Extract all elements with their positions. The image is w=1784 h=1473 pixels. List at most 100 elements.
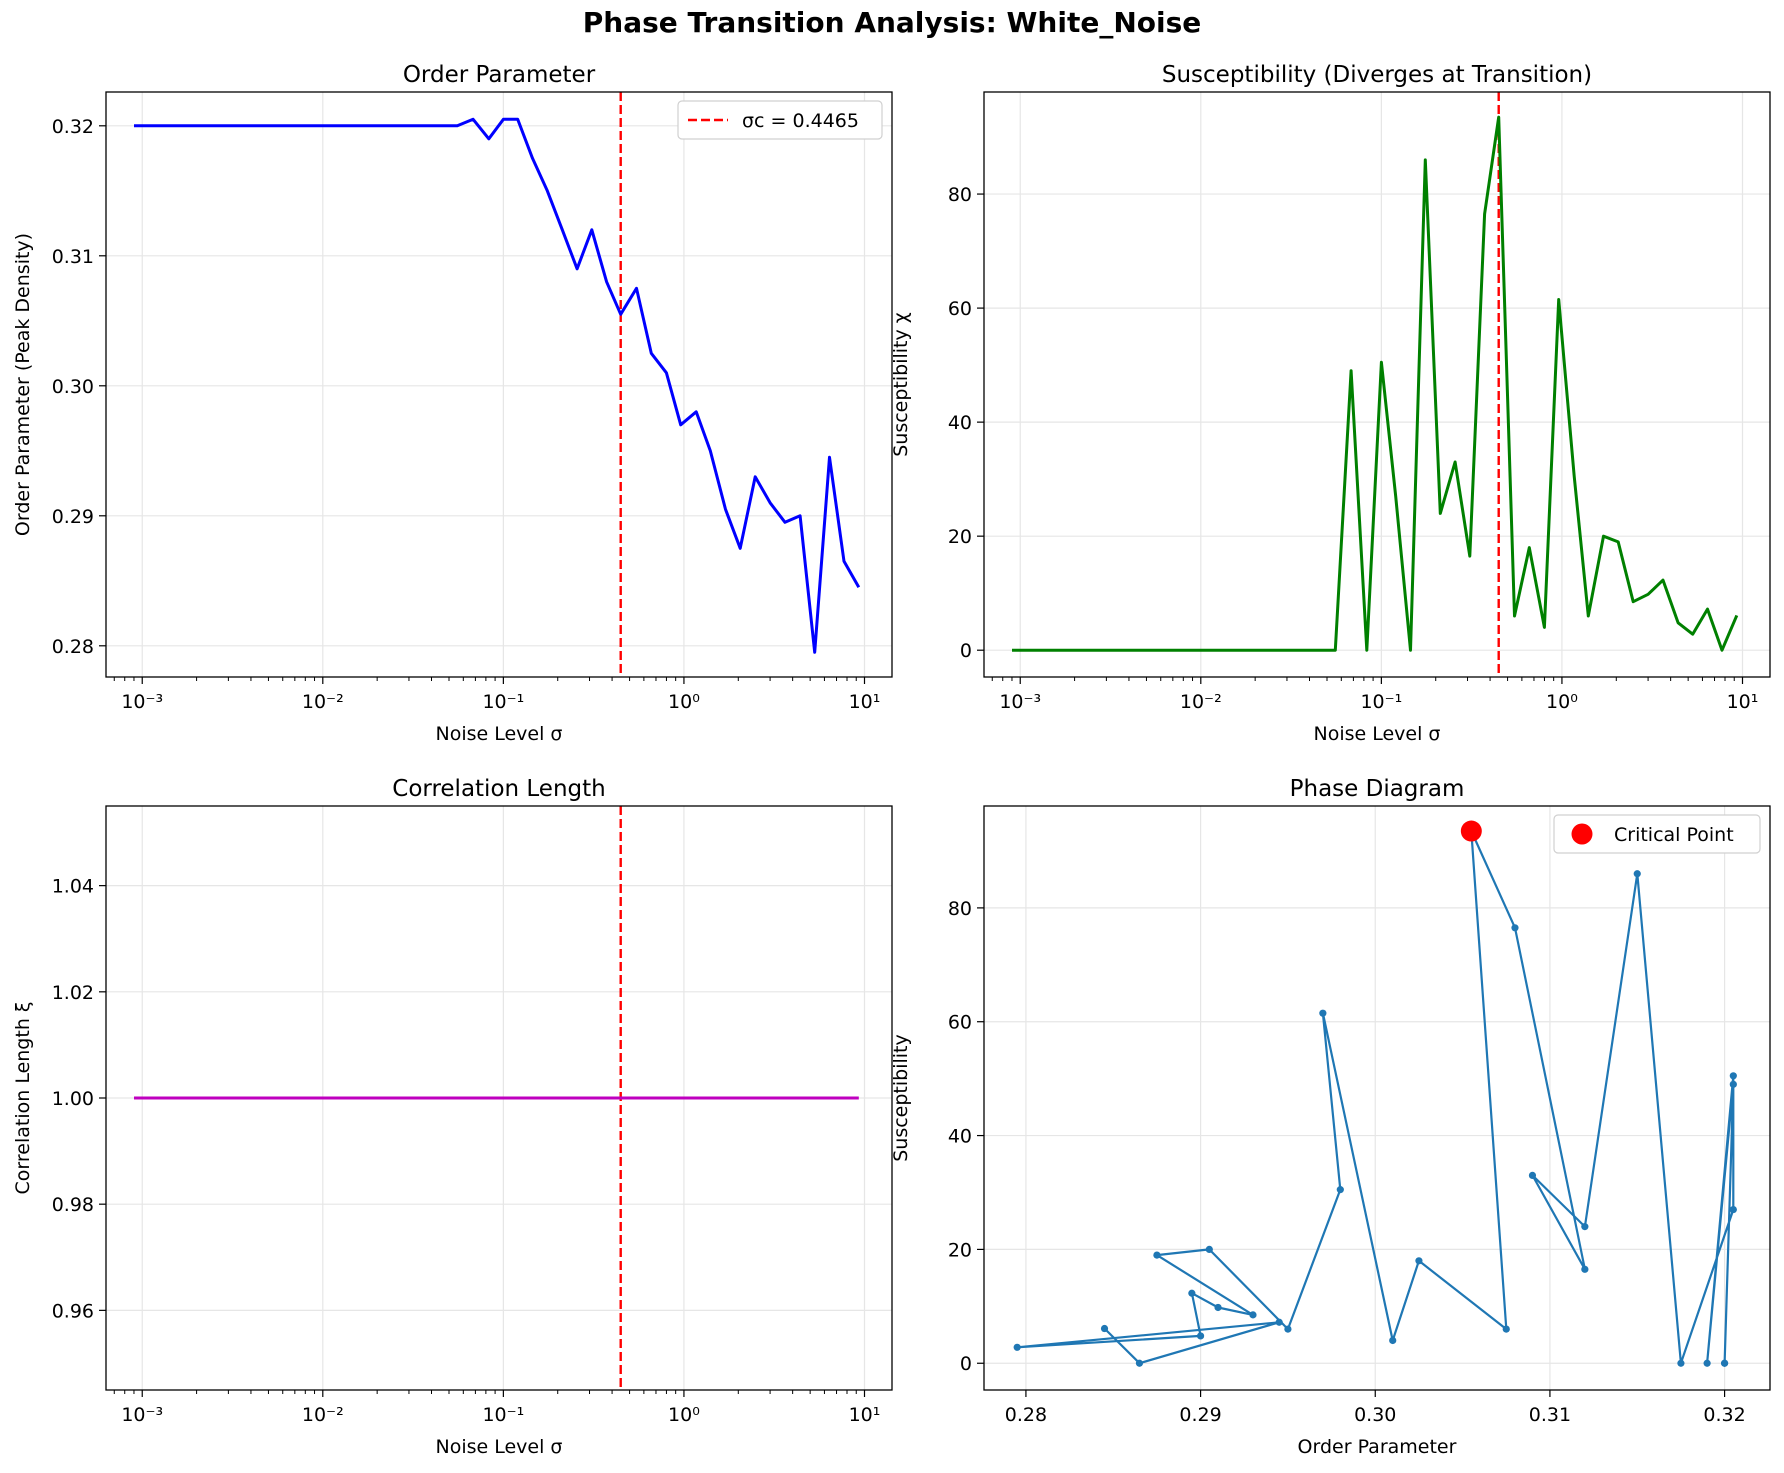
- data-point: [1135, 1359, 1144, 1367]
- y-tick-label: 20: [948, 1239, 972, 1261]
- legend: σc = 0.4465: [677, 100, 883, 140]
- subplot-1: 10⁻³ 10⁻² 10⁻¹ 10⁰ 10¹ 0.28 0.29 0.30 0.31 0.32 Or…: [12, 62, 893, 745]
- legend-swatch: [1571, 823, 1593, 845]
- x-axis-label: Noise Level σ: [1314, 723, 1441, 745]
- data-point: [1188, 1289, 1196, 1297]
- x-tick-label: 10⁰: [668, 691, 700, 713]
- data-point: [1581, 1265, 1589, 1273]
- data-point: [1502, 1325, 1510, 1333]
- data-point: [1319, 1009, 1327, 1017]
- y-tick-label: 1.02: [52, 982, 94, 1004]
- y-tick-label: 60: [948, 1012, 972, 1034]
- data-point: [1013, 1343, 1021, 1351]
- x-tick-label: 10⁻²: [1180, 691, 1222, 713]
- y-tick-label: 0: [960, 640, 972, 662]
- x-tick-label: 10⁰: [1546, 691, 1578, 713]
- y-tick-label: 0.30: [52, 376, 94, 398]
- legend-box: [1553, 814, 1761, 854]
- subplot-title: Susceptibility (Diverges at Transition): [1162, 62, 1592, 88]
- x-tick-label: 10⁻¹: [482, 691, 524, 713]
- data-point: [1214, 1303, 1222, 1312]
- x-tick-label: 10¹: [1727, 691, 1759, 713]
- x-tick-label: 10⁻²: [302, 691, 344, 713]
- subplot-4: 0.28 0.29 0.30 0.31 0.32 0 20 40 60 80 Phase Diagr…: [890, 776, 1771, 1458]
- x-tick-label: 10⁻¹: [1360, 691, 1402, 713]
- plot-frame: [983, 805, 1771, 1391]
- data-point: [1336, 1186, 1344, 1194]
- data-point: [1581, 1223, 1589, 1231]
- series-line: [1012, 115, 1739, 652]
- y-tick-label: 0.96: [52, 1300, 94, 1322]
- x-tick-label: 0.28: [1005, 1404, 1047, 1426]
- y-tick-label: 40: [948, 412, 972, 434]
- subplot-title: Order Parameter: [403, 62, 596, 88]
- x-tick-label: 0.31: [1529, 1404, 1571, 1426]
- y-tick-label: 0.32: [52, 116, 94, 138]
- plot-frame: [105, 91, 893, 678]
- data-point: [1633, 870, 1641, 878]
- legend-label: Critical Point: [1614, 824, 1734, 846]
- y-tick-label: 0.98: [52, 1194, 94, 1216]
- legend-label: σc = 0.4465: [742, 110, 859, 132]
- x-tick-label: 10¹: [849, 691, 881, 713]
- data-point: [1720, 1359, 1729, 1367]
- y-tick-label: 80: [948, 898, 972, 920]
- legend: Critical Point: [1553, 814, 1761, 854]
- data-point: [1389, 1336, 1397, 1345]
- series-line: [134, 117, 861, 654]
- y-axis-label: Order Parameter (Peak Density): [12, 233, 34, 536]
- data-point: [1729, 1205, 1737, 1214]
- data-point: [1196, 1332, 1205, 1340]
- y-axis-label: Susceptibility: [890, 1034, 912, 1162]
- series-line: [1016, 829, 1735, 1365]
- legend-box: [677, 100, 883, 140]
- x-tick-label: 10⁻³: [121, 1404, 163, 1426]
- data-point: [1205, 1245, 1213, 1254]
- y-tick-label: 80: [948, 184, 972, 206]
- x-tick-label: 10⁻³: [999, 691, 1041, 713]
- subplot-title: Correlation Length: [392, 776, 605, 802]
- subplot-2: 10⁻³ 10⁻² 10⁻¹ 10⁰ 10¹ 0 20 40 60 80 Susceptibilit…: [890, 62, 1771, 745]
- x-axis-label: Noise Level σ: [436, 723, 563, 745]
- x-tick-label: 10⁻²: [302, 1404, 344, 1426]
- data-point: [1249, 1311, 1257, 1319]
- x-tick-label: 0.29: [1179, 1404, 1221, 1426]
- x-tick-label: 10⁰: [668, 1404, 700, 1426]
- x-axis-label: Order Parameter: [1298, 1436, 1457, 1458]
- y-tick-label: 1.00: [52, 1088, 94, 1110]
- data-point: [1415, 1257, 1423, 1265]
- y-tick-label: 1.04: [52, 876, 94, 898]
- plot-frame: [983, 91, 1771, 678]
- y-axis-label: Correlation Length ξ: [12, 1002, 34, 1195]
- y-tick-label: 40: [948, 1126, 972, 1148]
- data-point: [1153, 1251, 1161, 1259]
- data-point: [1677, 1359, 1685, 1367]
- data-point: [1100, 1324, 1109, 1333]
- subplot-title: Phase Diagram: [1290, 776, 1465, 802]
- data-point: [1284, 1325, 1292, 1333]
- x-tick-label: 0.32: [1703, 1404, 1745, 1426]
- critical-point-marker: [1460, 820, 1482, 842]
- data-point: [1729, 1080, 1737, 1088]
- data-point: [1528, 1171, 1537, 1180]
- y-tick-label: 0.29: [52, 506, 94, 528]
- y-tick-label: 0: [960, 1353, 972, 1375]
- data-point: [1511, 924, 1519, 932]
- data-point: [1703, 1359, 1711, 1367]
- x-tick-label: 10⁻³: [121, 691, 163, 713]
- figure-title: Phase Transition Analysis: White_Noise: [582, 6, 1202, 39]
- y-tick-label: 0.28: [52, 636, 94, 658]
- y-tick-label: 0.31: [52, 246, 94, 268]
- x-tick-label: 10⁻¹: [482, 1404, 524, 1426]
- y-tick-label: 20: [948, 526, 972, 548]
- data-point: [1729, 1072, 1737, 1080]
- x-axis-label: Noise Level σ: [436, 1436, 563, 1458]
- data-point: [1275, 1318, 1283, 1326]
- y-tick-label: 60: [948, 298, 972, 320]
- x-tick-label: 0.30: [1354, 1404, 1396, 1426]
- y-axis-label: Susceptibility χ: [890, 312, 912, 457]
- x-tick-label: 10¹: [849, 1404, 881, 1426]
- subplot-3: 10⁻³ 10⁻² 10⁻¹ 10⁰ 10¹ 0.96 0.98 1.00 1.02 1.04 Co…: [12, 776, 893, 1458]
